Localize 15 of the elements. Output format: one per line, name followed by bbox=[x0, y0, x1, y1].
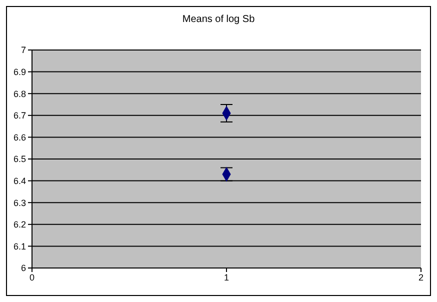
y-tick-label: 6.2 bbox=[13, 220, 26, 230]
y-tick-label: 6.3 bbox=[13, 198, 26, 208]
y-tick-label: 6.9 bbox=[13, 66, 26, 77]
y-tick-label: 6.4 bbox=[13, 176, 26, 186]
x-tick-label: 0 bbox=[29, 272, 35, 282]
y-tick-label: 7 bbox=[20, 45, 26, 56]
y-tick-label: 6.6 bbox=[13, 132, 26, 142]
y-tick-label: 6.7 bbox=[13, 110, 26, 121]
y-tick-label: 6.1 bbox=[13, 241, 26, 252]
y-tick-label: 6.5 bbox=[13, 154, 26, 164]
y-tick-label: 6.8 bbox=[13, 88, 26, 99]
chart-title: Means of log Sb bbox=[181, 14, 256, 25]
y-tick-label: 6 bbox=[20, 263, 26, 274]
x-tick-label: 2 bbox=[418, 272, 424, 282]
x-tick-label: 1 bbox=[224, 272, 230, 282]
